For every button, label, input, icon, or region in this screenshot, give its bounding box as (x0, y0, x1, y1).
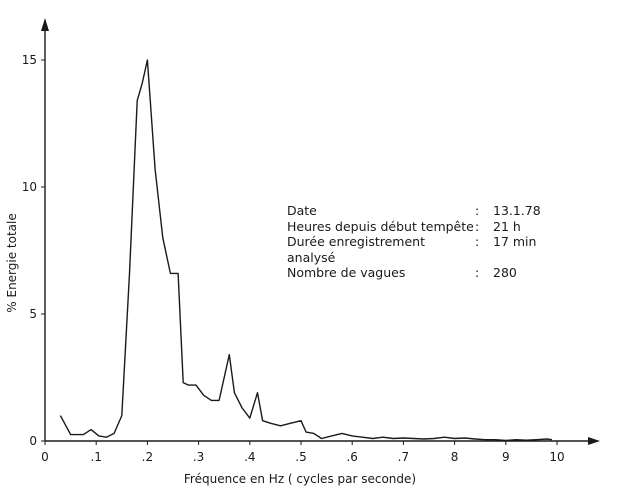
y-tick-label: 5 (29, 307, 37, 321)
x-axis-arrow (588, 437, 600, 445)
info-colon: : (475, 203, 480, 218)
info-colon: : (475, 234, 480, 249)
x-ticks: 0 .1 .2 .3 .4 .5 .6 .7 8 9 10 (41, 441, 565, 464)
info-colon: : (475, 218, 480, 234)
y-axis-arrow (41, 18, 49, 31)
info-box: Date : 13.1.78 Heures depuis début tempê… (287, 203, 541, 281)
x-tick-label: .6 (346, 450, 357, 464)
x-tick-label: .7 (398, 450, 409, 464)
info-key: Date (287, 203, 317, 218)
x-tick-label: 9 (502, 450, 510, 464)
y-tick-label: 10 (22, 180, 37, 194)
info-key: Durée enregistrement analysé (287, 234, 426, 265)
x-tick-label: .3 (193, 450, 204, 464)
x-tick-label: .5 (295, 450, 306, 464)
x-tick-label: .2 (142, 450, 153, 464)
x-tick-label: 10 (549, 450, 564, 464)
info-value: 17 min (493, 234, 537, 249)
info-row-duration: Durée enregistrement analysé : 17 min (287, 234, 541, 265)
y-ticks: 0 5 10 15 (22, 53, 45, 448)
info-row-waves: Nombre de vagues : 280 (287, 265, 541, 281)
x-tick-label: 8 (451, 450, 459, 464)
y-tick-label: 0 (29, 434, 37, 448)
x-tick-label: .4 (244, 450, 255, 464)
x-tick-label: 0 (41, 450, 49, 464)
info-value: 13.1.78 (493, 203, 541, 218)
y-axis-label: % Energie totale (5, 213, 19, 312)
series (59, 59, 552, 442)
x-tick-label: .1 (90, 450, 101, 464)
x-axis-label: Fréquence en Hz ( cycles par seconde) (184, 472, 416, 486)
info-colon: : (475, 265, 480, 280)
info-value: 21 h (493, 218, 521, 234)
info-row-date: Date : 13.1.78 (287, 203, 541, 219)
series-line (59, 59, 552, 442)
y-tick-label: 15 (22, 53, 37, 67)
info-key: Heures depuis début tempête (287, 218, 474, 234)
info-value: 280 (493, 265, 517, 280)
axes (41, 18, 600, 445)
info-key: Nombre de vagues (287, 265, 406, 280)
info-row-hours: Heures depuis début tempête : 21 h (287, 219, 541, 235)
